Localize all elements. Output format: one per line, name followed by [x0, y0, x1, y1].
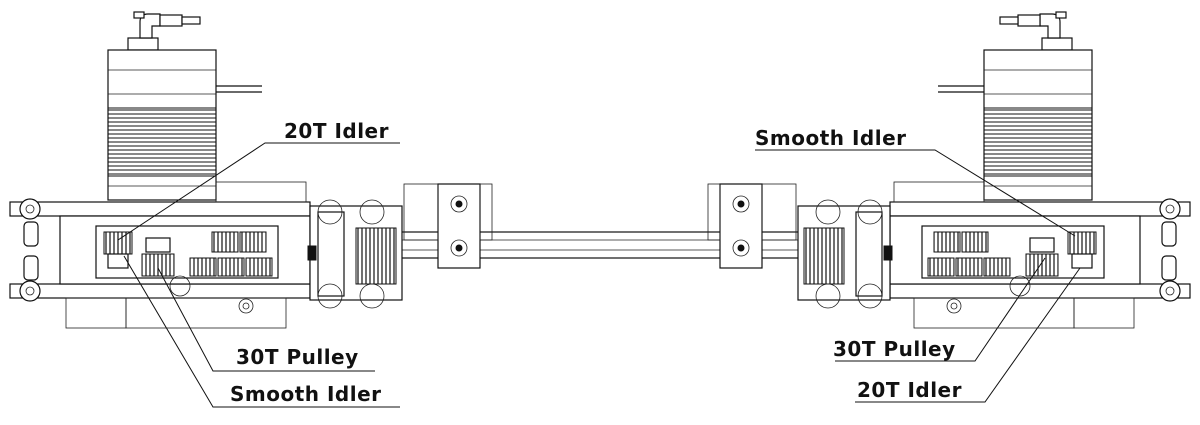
right-assembly: [707, 11, 1191, 329]
label-smooth-idler-right: Smooth Idler: [755, 126, 907, 150]
label-20t-idler-left: 20T Idler: [284, 119, 389, 143]
left-assembly: [9, 11, 493, 329]
label-30t-pulley-left: 30T Pulley: [236, 345, 359, 369]
leader-lines: [117, 142, 1081, 408]
label-smooth-idler-left: Smooth Idler: [230, 382, 382, 406]
label-20t-idler-right: 20T Idler: [857, 378, 962, 402]
label-30t-pulley-right: 30T Pulley: [833, 337, 956, 361]
